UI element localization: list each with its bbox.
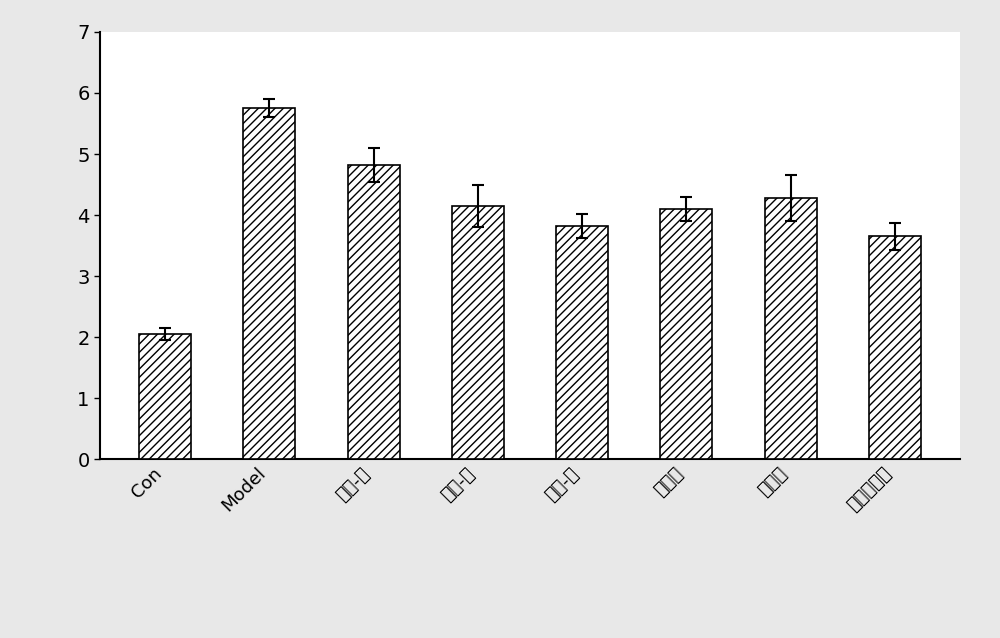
- Bar: [660, 209, 712, 459]
- Bar: [348, 165, 400, 459]
- Bar: [139, 334, 191, 459]
- Bar: [452, 206, 504, 459]
- Bar: [765, 198, 817, 459]
- Bar: [556, 226, 608, 459]
- Bar: [869, 237, 921, 459]
- Bar: [243, 108, 295, 459]
